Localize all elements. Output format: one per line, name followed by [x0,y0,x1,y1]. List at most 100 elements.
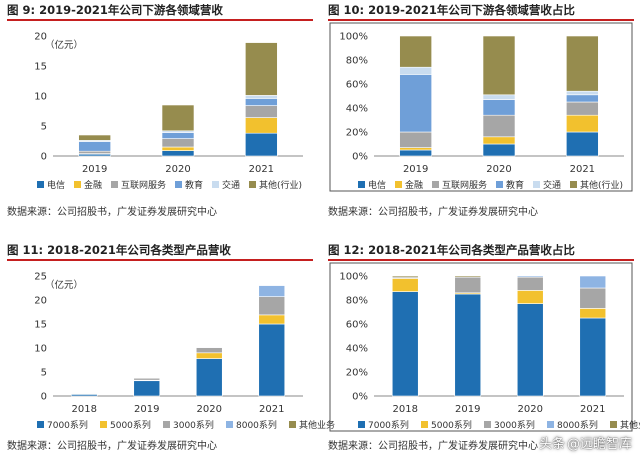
y-tick-label: 20 [34,32,47,43]
legend-label: 其他业务 [299,419,335,431]
legend-label: 其他(行业) [580,179,623,191]
bar-segment-2020-series [482,99,516,116]
y-tick-label: 15 [34,62,47,73]
bar-segment-2020-series [482,114,516,138]
figure-label: 图 10: [328,3,365,17]
legend-item-8000: 8000系列 [226,419,277,431]
bar-segment-2020-5000 [516,290,544,304]
bar-segment-2020-series [482,35,516,96]
y-tick-label: 10 [34,92,47,103]
legend-label: 互联网服务 [121,179,166,191]
y-tick-label: 100% [339,272,368,283]
legend-item-8000: 8000系列 [547,419,598,431]
bar-segment-2021-series [245,42,278,96]
bar-segment-2021-series [566,35,599,92]
legend-item-series: 其他(行业) [570,179,623,191]
bar-segment-2021-series [566,94,599,103]
bar-segment-2020-series [161,138,195,148]
bar-segment-2019-series [399,74,432,133]
bar-segment-2021-3000 [579,287,607,309]
panel-title: 图 11: 2018-2021年公司各类型产品营收 [7,240,313,260]
legend-swatch [226,421,233,428]
legend-item-series: 其他业务 [289,419,335,431]
bar-segment-2019-series [78,134,111,141]
legend-label: 7000系列 [47,419,88,431]
bar-segment-2021-7000 [258,323,286,397]
figure-title: 2018-2021年公司各类型产品营收占比 [368,243,575,257]
legend-item-series: 互联网服务 [111,179,166,191]
legend-label: 3000系列 [494,419,535,431]
x-tick-label: 2021 [249,164,274,175]
y-tick-label: 20% [346,368,368,379]
y-tick-label: 0 [41,392,47,403]
x-tick-label: 2018 [72,404,97,415]
legend-swatch [421,421,428,428]
x-tick-label: 2021 [570,164,595,175]
legend-label: 交通 [543,179,561,191]
bar-segment-2020-series [482,136,516,145]
figure-title: 2018-2021年公司各类型产品营收 [47,243,231,257]
bar-segment-2021-series [245,132,278,157]
watermark-brand: 头条 [538,437,565,452]
bar-segment-2021-3000 [258,296,286,316]
legend-item-series: 交通 [212,179,240,191]
legend-item-3000: 3000系列 [484,419,535,431]
y-unit-label: （亿元） [45,39,83,51]
legend-swatch [610,421,617,428]
source-note: 数据来源：公司招股书，广发证券发展研究中心 [7,441,217,452]
x-tick-label: 2020 [197,404,222,415]
bar-segment-2020-series [161,104,195,132]
legend-label: 教育 [185,179,203,191]
bar-segment-2020-8000 [516,275,544,278]
source-note: 数据来源：公司招股书，广发证券发展研究中心 [328,441,538,452]
x-tick-label: 2019 [134,404,159,415]
bar-segment-2019-series [399,66,432,75]
bar-segment-2021-series [566,114,599,133]
legend-swatch [37,421,44,428]
legend-swatch [570,181,577,188]
legend-swatch [100,421,107,428]
x-tick-label: 2020 [165,164,190,175]
legend-swatch [496,181,503,188]
legend-swatch [111,181,118,188]
legend-item-series: 互联网服务 [432,179,487,191]
legend-label: 电信 [368,179,386,191]
bar-segment-2020-series [482,143,516,157]
figure-title: 2019-2021年公司下游各领域营收 [39,3,223,17]
bar-segment-2020-series [482,94,516,100]
panel-title: 图 10: 2019-2021年公司下游各领域营收占比 [328,0,634,20]
figure-label: 图 12: [328,243,365,257]
chart-frame [329,262,633,432]
legend-item-series: 电信 [37,179,65,191]
y-tick-label: 15 [34,320,47,331]
y-tick-label: 80% [346,56,368,67]
bar-segment-2018-5000 [391,278,419,292]
bar-segment-2018-series [391,275,419,278]
legend-item-series: 教育 [496,179,524,191]
source-note: 数据来源：公司招股书，广发证券发展研究中心 [7,207,217,218]
y-tick-label: 25 [34,272,47,283]
y-tick-label: 80% [346,296,368,307]
x-tick-label: 2019 [403,164,428,175]
x-tick-label: 2019 [82,164,107,175]
bar-segment-2019-series [78,150,111,154]
bar-segment-2018-5000 [70,393,98,395]
source-note: 数据来源：公司招股书，广发证券发展研究中心 [328,207,538,218]
legend-label: 5000系列 [110,419,151,431]
title-rule [328,19,634,21]
bar-segment-2021-series [245,98,278,106]
bar-segment-2020-3000 [195,347,223,354]
bar-segment-2020-8000 [195,346,223,348]
bar-segment-2020-3000 [516,276,544,291]
panel-downstream-revenue: 图 9: 2019-2021年公司下游各领域营收 0 5 10 15 20 （亿元） 2019… [7,0,313,225]
legend-label: 其他(行业) [259,179,302,191]
legend-swatch [163,421,170,428]
bar-segment-2019-series [78,141,111,152]
legend-label: 5000系列 [431,419,472,431]
x-tick-label: 2021 [259,404,284,415]
watermark: 头条 @远瞻智库 [537,433,632,452]
legend-label: 8000系列 [557,419,598,431]
bar-segment-2021-series [245,117,278,134]
bar-segment-2021-7000 [579,317,607,397]
y-tick-label: 40% [346,104,368,115]
